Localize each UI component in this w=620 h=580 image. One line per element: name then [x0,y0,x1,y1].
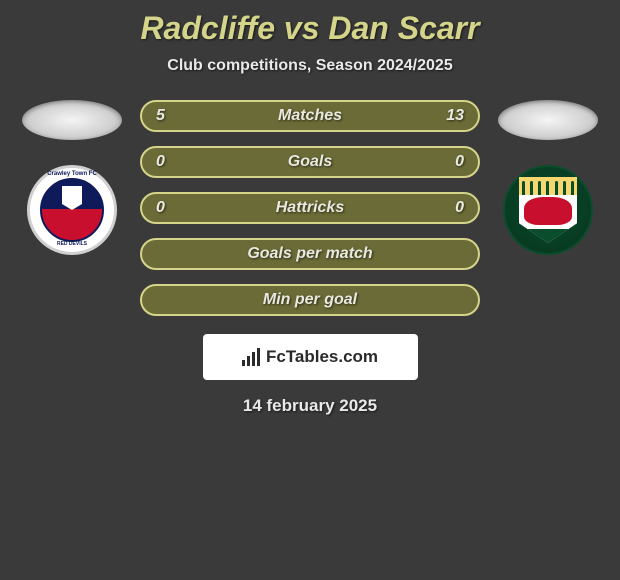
dragon-icon [524,197,572,225]
comparison-row: Crawley Town FC RED DEVILS 5 Matches 13 … [0,100,620,316]
player-left-avatar-placeholder [22,100,122,140]
stat-bar-goals: 0 Goals 0 [140,146,480,178]
stat-label: Matches [278,107,342,125]
stat-bar-hattricks: 0 Hattricks 0 [140,192,480,224]
club-badge-left-motto: RED DEVILS [30,241,114,247]
stat-label: Goals per match [247,245,372,263]
brand-name: FcTables.com [266,347,378,367]
chart-bars-icon [242,348,260,366]
stat-bar-matches: 5 Matches 13 [140,100,480,132]
stat-value-right: 13 [446,107,464,125]
club-badge-left-name: Crawley Town FC [30,171,114,177]
club-badge-right [503,165,593,255]
stat-label: Hattricks [276,199,344,217]
page-title: Radcliffe vs Dan Scarr [0,0,620,47]
stat-value-left: 0 [156,153,174,171]
club-badge-left: Crawley Town FC RED DEVILS [27,165,117,255]
stat-bar-goals-per-match: Goals per match [140,238,480,270]
stat-label: Min per goal [263,291,357,309]
player-left-column: Crawley Town FC RED DEVILS [22,100,122,255]
date-label: 14 february 2025 [0,396,620,416]
stat-label: Goals [288,153,332,171]
stat-value-right: 0 [446,153,464,171]
badge-bottom-chevron-icon [519,229,577,243]
subtitle: Club competitions, Season 2024/2025 [0,57,620,75]
feathers-icon [519,177,577,195]
club-badge-left-crest-icon [40,178,104,242]
branding-box[interactable]: FcTables.com [203,334,418,380]
stat-value-left: 5 [156,107,174,125]
player-right-column [498,100,598,255]
stat-value-right: 0 [446,199,464,217]
stat-bar-min-per-goal: Min per goal [140,284,480,316]
club-badge-right-shield-icon [519,177,577,243]
player-right-avatar-placeholder [498,100,598,140]
stat-value-left: 0 [156,199,174,217]
stats-column: 5 Matches 13 0 Goals 0 0 Hattricks 0 Goa… [140,100,480,316]
